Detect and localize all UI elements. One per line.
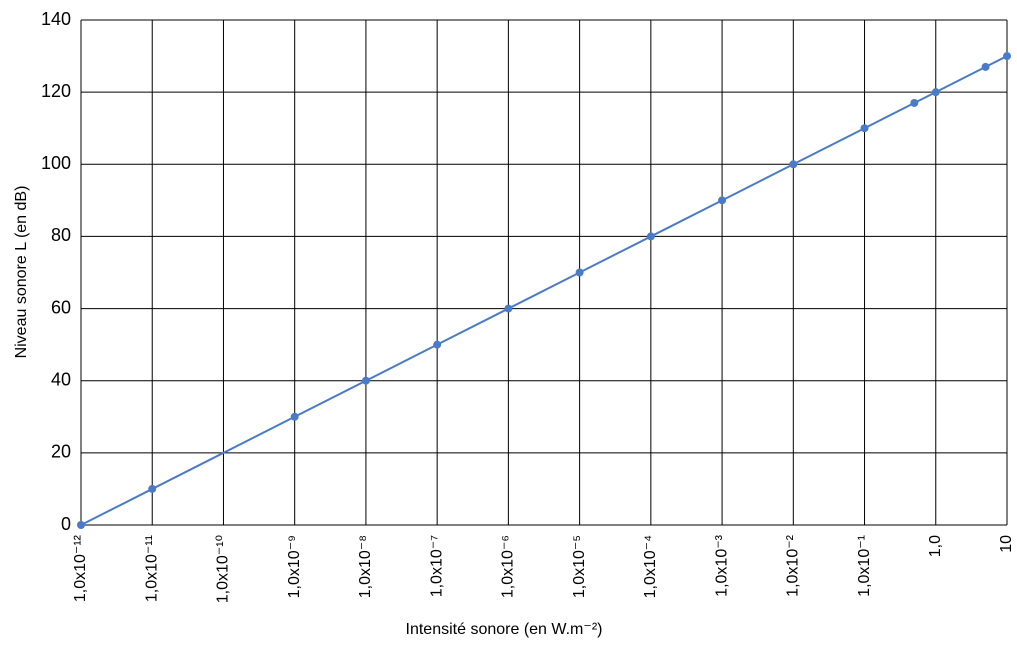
data-point xyxy=(718,196,727,205)
y-axis-label: Niveau sonore L (en dB) xyxy=(13,186,30,359)
data-point xyxy=(504,304,513,313)
data-point xyxy=(290,412,299,421)
x-tick-label: 1,0x10⁻⁶ xyxy=(500,535,517,598)
x-tick-label: 1,0x10⁻³ xyxy=(713,534,730,596)
x-tick-label: 1,0x10⁻⁷ xyxy=(428,535,445,597)
data-point xyxy=(910,98,919,107)
data-point xyxy=(981,62,990,71)
data-point xyxy=(860,124,869,133)
x-tick-label: 1,0x10⁻² xyxy=(785,534,802,596)
data-point xyxy=(931,88,940,97)
y-tick-label: 60 xyxy=(51,297,71,317)
data-point xyxy=(1003,52,1011,61)
y-tick-label: 80 xyxy=(51,225,71,245)
x-tick-label: 10 xyxy=(998,535,1015,553)
y-tick-label: 120 xyxy=(41,81,71,101)
data-point xyxy=(148,484,157,493)
data-point xyxy=(361,376,370,385)
x-axis-label: Intensité sonore (en W.m⁻²) xyxy=(406,621,603,638)
x-tick-label: 1,0x10⁻¹ xyxy=(856,535,873,597)
data-point xyxy=(433,340,442,349)
x-tick-label: 1,0x10⁻⁴ xyxy=(642,535,659,598)
x-tick-label: 1,0x10⁻¹¹ xyxy=(143,535,160,602)
x-tick-label: 1,0x10⁻¹⁰ xyxy=(215,535,232,603)
y-tick-label: 40 xyxy=(51,369,71,389)
x-tick-label: 1,0x10⁻⁹ xyxy=(286,535,303,598)
y-tick-label: 100 xyxy=(41,153,71,173)
x-tick-label: 1,0x10⁻¹² xyxy=(72,534,89,602)
x-tick-label: 1,0 xyxy=(927,535,944,557)
data-point xyxy=(575,268,584,277)
data-point xyxy=(646,232,655,241)
data-point xyxy=(77,521,85,529)
y-tick-label: 20 xyxy=(51,442,71,462)
x-tick-label: 1,0x10⁻⁵ xyxy=(571,535,588,598)
y-tick-label: 0 xyxy=(61,514,71,534)
x-tick-label: 1,0x10⁻⁸ xyxy=(357,535,374,598)
data-point xyxy=(789,160,798,169)
y-tick-label: 140 xyxy=(41,9,71,29)
